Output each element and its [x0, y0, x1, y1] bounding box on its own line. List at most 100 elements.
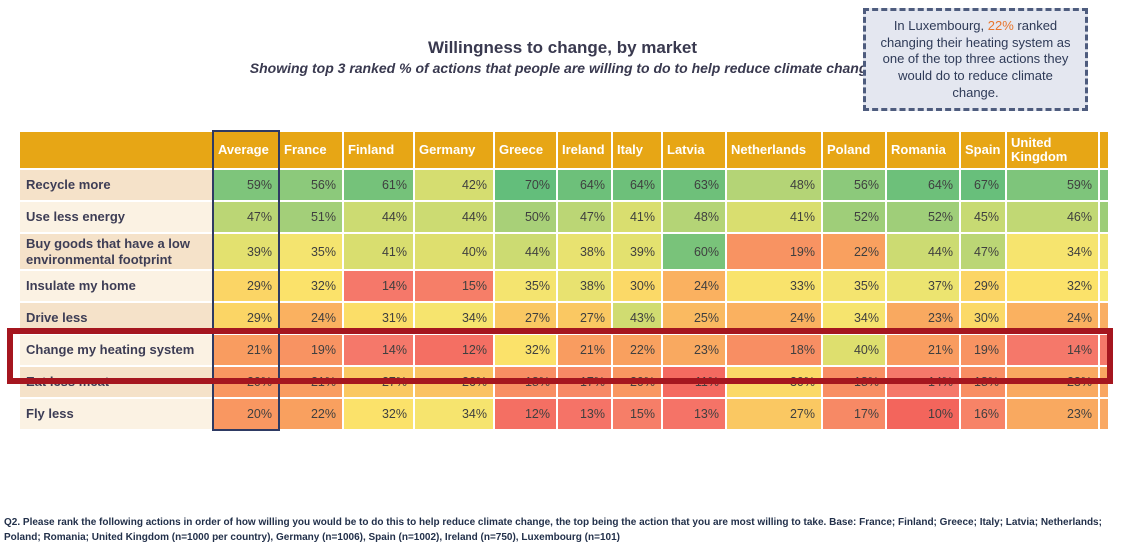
value-cell: 34% [415, 303, 493, 334]
value-cell: 10% [887, 399, 959, 430]
value-cell: 37% [887, 271, 959, 302]
table-row: Change my heating system 21% 19% 14% 12% 32% 2… [20, 335, 1108, 366]
column-header-finland: Finland [344, 132, 413, 168]
value-cell: 18% [961, 367, 1005, 398]
row-label-cell: Eat less meat [20, 367, 212, 398]
value-cell: 44% [344, 202, 413, 232]
value-cell: 24% [727, 303, 821, 334]
row-label-cell: Change my heating system [20, 335, 212, 366]
value-cell: 16% [961, 399, 1005, 430]
table-row: Eat less meat 20% 21% 27% 26% 18% 17% 20% 11% 30%… [20, 367, 1108, 398]
row-label-cell: Fly less [20, 399, 212, 430]
value-cell: 22% [280, 399, 342, 430]
value-cell: 39% [613, 234, 661, 270]
table-row: Use less energy 47% 51% 44% 44% 50% 47% 41% 48% 4… [20, 202, 1108, 232]
cutoff-value-cell [1100, 399, 1108, 430]
value-cell: 40% [415, 234, 493, 270]
column-header-germany: Germany [415, 132, 493, 168]
value-cell: 40% [823, 335, 885, 366]
value-cell: 52% [887, 202, 959, 232]
row-label-cell: Use less energy [20, 202, 212, 232]
value-cell: 21% [887, 335, 959, 366]
value-cell: 35% [280, 234, 342, 270]
page-subtitle: Showing top 3 ranked % of actions that p… [249, 60, 876, 76]
cutoff-value-cell [1100, 335, 1108, 366]
value-cell: 15% [415, 271, 493, 302]
value-cell: 48% [663, 202, 725, 232]
value-cell: 31% [344, 303, 413, 334]
page-title: Willingness to change, by market [427, 38, 698, 57]
value-cell: 52% [823, 202, 885, 232]
value-cell: 20% [214, 399, 278, 430]
value-cell: 47% [961, 234, 1005, 270]
value-cell: 17% [823, 399, 885, 430]
value-cell: 19% [727, 234, 821, 270]
value-cell: 19% [280, 335, 342, 366]
column-header-ireland: Ireland [558, 132, 611, 168]
value-cell: 35% [495, 271, 556, 302]
cutoff-value-cell [1100, 234, 1108, 270]
row-label-cell: Insulate my home [20, 271, 212, 302]
value-cell: 59% [214, 170, 278, 200]
value-cell: 44% [495, 234, 556, 270]
value-cell: 29% [214, 303, 278, 334]
value-cell: 32% [344, 399, 413, 430]
value-cell: 32% [1007, 271, 1098, 302]
value-cell: 23% [663, 335, 725, 366]
value-cell: 64% [613, 170, 661, 200]
value-cell: 46% [1007, 202, 1098, 232]
value-cell: 13% [558, 399, 611, 430]
column-header-romania: Romania [887, 132, 959, 168]
column-header-poland: Poland [823, 132, 885, 168]
value-cell: 15% [613, 399, 661, 430]
value-cell: 27% [558, 303, 611, 334]
value-cell: 41% [613, 202, 661, 232]
value-cell: 19% [961, 335, 1005, 366]
row-label-cell: Buy goods that have a low environmental … [20, 234, 212, 270]
cutoff-value-cell [1100, 202, 1108, 232]
value-cell: 47% [214, 202, 278, 232]
value-cell: 24% [663, 271, 725, 302]
value-cell: 14% [887, 367, 959, 398]
value-cell: 27% [727, 399, 821, 430]
luxembourg-callout: In Luxembourg, 22% ranked changing their… [863, 8, 1088, 112]
table-row: Insulate my home 29% 32% 14% 15% 35% 38% 30% 24%… [20, 271, 1108, 302]
value-cell: 12% [415, 335, 493, 366]
column-header-spain: Spain [961, 132, 1005, 168]
value-cell: 22% [613, 335, 661, 366]
value-cell: 64% [887, 170, 959, 200]
value-cell: 21% [558, 335, 611, 366]
value-cell: 18% [495, 367, 556, 398]
value-cell: 47% [558, 202, 611, 232]
value-cell: 64% [558, 170, 611, 200]
value-cell: 24% [280, 303, 342, 334]
value-cell: 30% [613, 271, 661, 302]
value-cell: 70% [495, 170, 556, 200]
value-cell: 61% [344, 170, 413, 200]
callout-highlight-value: 22% [987, 18, 1014, 33]
value-cell: 23% [887, 303, 959, 334]
value-cell: 38% [558, 234, 611, 270]
value-cell: 41% [727, 202, 821, 232]
cutoff-column-header [1100, 132, 1108, 168]
value-cell: 25% [663, 303, 725, 334]
value-cell: 12% [495, 399, 556, 430]
value-cell: 18% [823, 367, 885, 398]
value-cell: 59% [1007, 170, 1098, 200]
value-cell: 48% [727, 170, 821, 200]
value-cell: 32% [495, 335, 556, 366]
value-cell: 30% [727, 367, 821, 398]
table-row: Fly less 20% 22% 32% 34% 12% 13% 15% 13% 27% 17% 10… [20, 399, 1108, 430]
value-cell: 44% [415, 202, 493, 232]
value-cell: 14% [344, 271, 413, 302]
value-cell: 35% [823, 271, 885, 302]
cutoff-value-cell [1100, 367, 1108, 398]
value-cell: 29% [961, 271, 1005, 302]
value-cell: 13% [663, 399, 725, 430]
cutoff-value-cell [1100, 271, 1108, 302]
row-label-cell: Drive less [20, 303, 212, 334]
value-cell: 45% [961, 202, 1005, 232]
value-cell: 43% [613, 303, 661, 334]
value-cell: 26% [415, 367, 493, 398]
